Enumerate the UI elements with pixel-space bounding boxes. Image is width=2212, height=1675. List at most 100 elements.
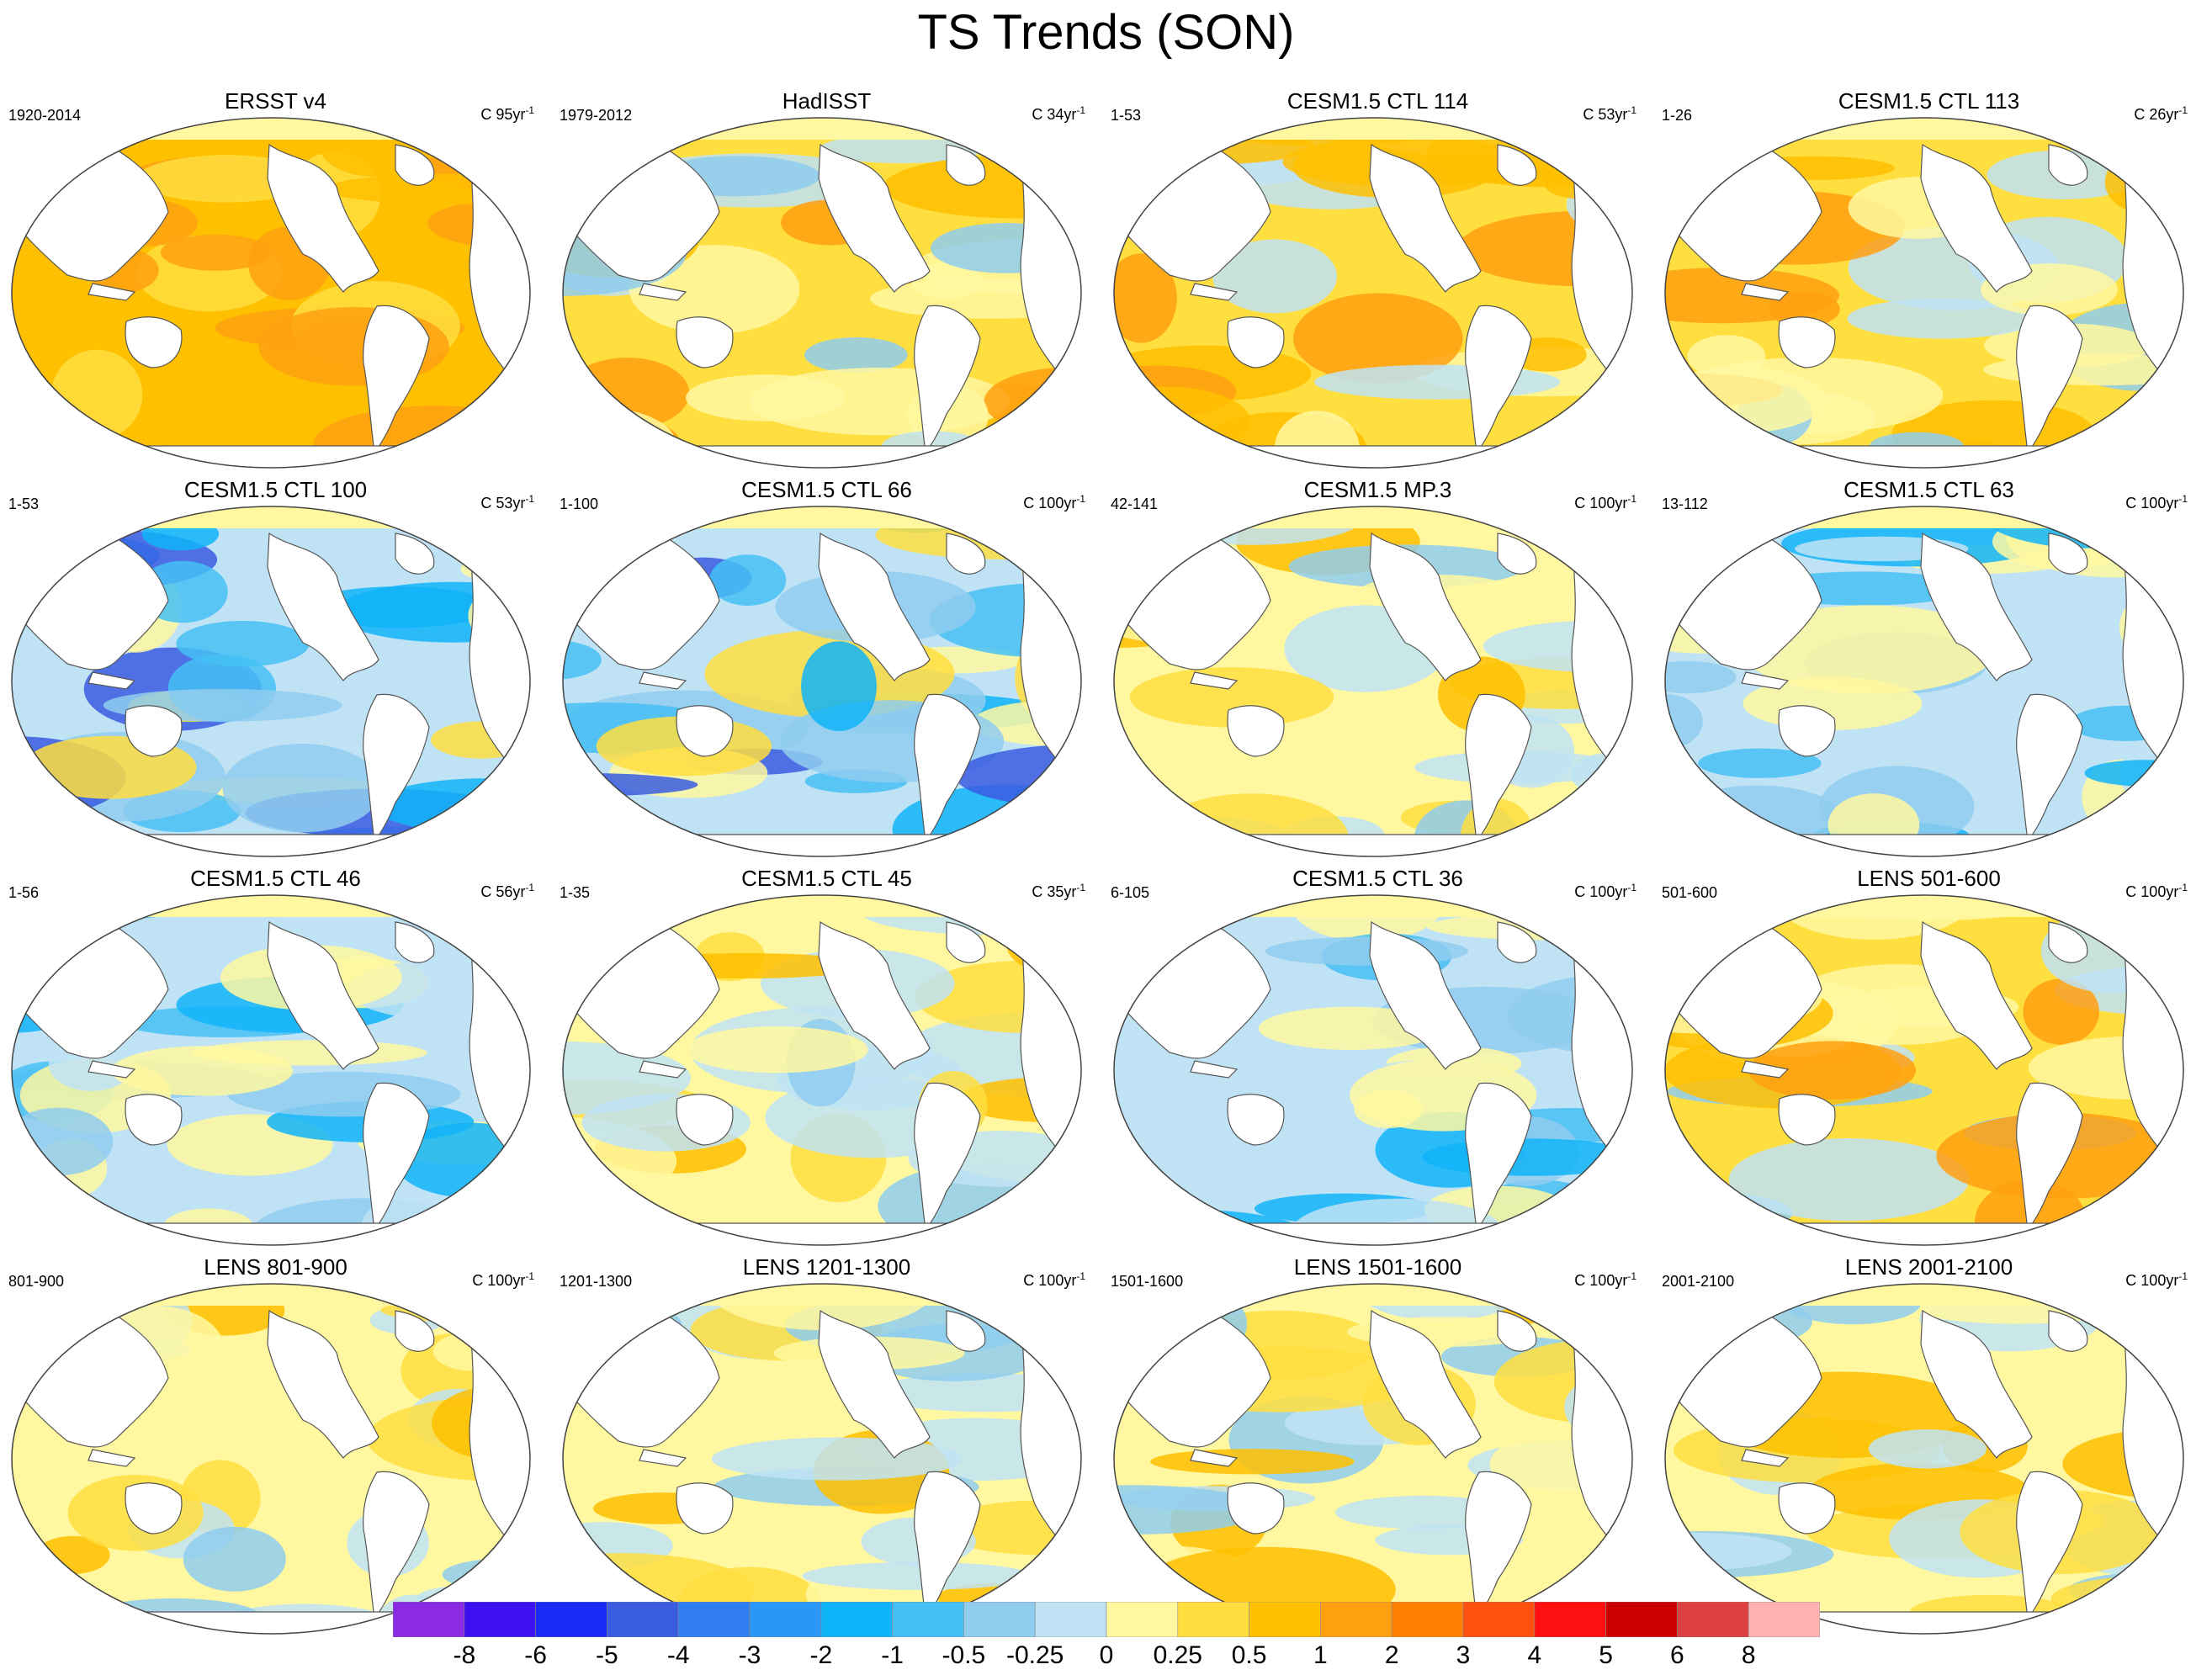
colorbar-box: [1462, 1602, 1536, 1637]
land-mass: [395, 533, 435, 575]
polar-band: [12, 1284, 530, 1306]
trend-region: [2140, 533, 2183, 591]
panel-title: HadISST: [782, 88, 872, 114]
colorbar-label: -5: [596, 1641, 618, 1669]
scale-text: C 100yr: [1023, 495, 1077, 512]
map-panel: LENS 501-600 501-600 C 100yr-1: [1653, 860, 2204, 1272]
land-mass: [267, 532, 379, 681]
panel-scale: C 56yr-1: [480, 878, 534, 901]
land-mass: [1190, 283, 1239, 301]
colorbar-box: [607, 1602, 679, 1637]
trend-region: [1129, 667, 1334, 728]
panel-scale: C 35yr-1: [1032, 878, 1085, 901]
colorbar-box: [1534, 1602, 1606, 1637]
land-mass: [1369, 920, 1482, 1070]
colorbar-labels: -8 -6 -5 -4 -3 -2 -1 -0.5 -0.25 0 0.25 0.5 1 2 3 4 5 6 8: [0, 1641, 2212, 1674]
scale-text: C 100yr: [472, 1272, 526, 1289]
land-mass: [88, 1449, 136, 1467]
map-panel: CESM1.5 CTL 66 1-100 C 100yr-1: [551, 471, 1102, 883]
map-outline: [1113, 117, 1633, 469]
colorbar-box: [1177, 1602, 1249, 1637]
scale-text: C 53yr: [480, 495, 526, 512]
trend-region: [1150, 1449, 1355, 1475]
polar-band: [563, 895, 1081, 917]
scale-text: C 100yr: [1574, 1272, 1628, 1289]
panel-title: CESM1.5 CTL 36: [1292, 866, 1463, 891]
polar-band: [1665, 506, 2183, 528]
trend-region: [975, 1284, 1081, 1321]
land-mass: [914, 1082, 981, 1231]
panel-title: ERSST v4: [225, 88, 326, 114]
scale-exponent: -1: [1076, 104, 1085, 116]
panel-scale: C 100yr-1: [2125, 878, 2188, 901]
colorbar-label: -0.5: [942, 1641, 986, 1669]
panel-period: 1-35: [560, 884, 591, 901]
map-outline: [1664, 506, 2184, 857]
land-mass: [1465, 693, 1532, 842]
land-mass: [1920, 1309, 2033, 1459]
map-panel: CESM1.5 CTL 46 1-56 C 56yr-1: [0, 860, 551, 1272]
panel-title: CESM1.5 CTL 100: [183, 477, 368, 502]
map-panel: ERSST v4 1920-2014 C 95yr-1: [0, 82, 551, 495]
trend-region: [1114, 1223, 1223, 1245]
trend-region: [12, 809, 119, 856]
land-mass: [914, 305, 981, 453]
map-panel: CESM1.5 CTL 113 1-26 C 26yr-1: [1653, 82, 2204, 495]
land-mass: [267, 143, 379, 293]
colorbar-label: 2: [1384, 1641, 1399, 1669]
colorbar-label: -0.25: [1005, 1641, 1064, 1669]
polar-band: [1665, 1284, 2183, 1306]
map-panel: LENS 1501-1600 1501-1600 C 100yr-1: [1102, 1248, 1653, 1661]
land-mass: [1114, 1222, 1632, 1245]
colorbar-box: [1391, 1602, 1464, 1637]
land-mass: [1369, 532, 1482, 681]
land-mass: [1465, 1082, 1532, 1231]
land-mass: [818, 143, 931, 293]
scale-exponent: -1: [2178, 104, 2188, 116]
panel-scale: C 100yr-1: [1574, 1267, 1636, 1290]
trend-region: [1313, 364, 1561, 400]
trend-region: [2058, 1614, 2173, 1634]
robinson-map: [11, 1283, 531, 1635]
map-panel: LENS 801-900 801-900 C 100yr-1: [0, 1248, 551, 1661]
panel-scale: C 34yr-1: [1032, 101, 1085, 124]
trend-region: [1868, 1429, 1987, 1469]
land-mass: [267, 920, 379, 1070]
land-mass: [1497, 921, 1537, 963]
panel-period: 1-53: [1111, 107, 1142, 124]
colorbar-box: [535, 1602, 607, 1637]
trend-region: [1995, 612, 2148, 683]
colorbar-box: [892, 1602, 964, 1637]
robinson-map: [1664, 894, 2184, 1246]
colorbar-label: 8: [1741, 1641, 1756, 1669]
scale-text: C 95yr: [480, 106, 526, 123]
land-mass: [1497, 144, 1537, 186]
map-outline: [1113, 894, 1633, 1246]
land-mass: [88, 283, 136, 301]
land-mass: [1227, 316, 1285, 368]
trend-region: [563, 118, 680, 161]
scale-exponent: -1: [2178, 1270, 2188, 1282]
panel-period: 13-112: [1662, 496, 1708, 512]
trend-region: [1698, 748, 1822, 778]
map-panel: CESM1.5 CTL 100 1-53 C 53yr-1: [0, 471, 551, 883]
panel-title: LENS 801-900: [204, 1254, 347, 1280]
land-mass: [2016, 693, 2083, 842]
trend-region: [1354, 1089, 1423, 1129]
map-panel: CESM1.5 CTL 114 1-53 C 53yr-1: [1102, 82, 1653, 495]
map-outline: [1664, 894, 2184, 1246]
land-mass: [2016, 1082, 2083, 1231]
robinson-map: [1664, 1283, 2184, 1635]
trend-region: [222, 744, 382, 833]
panel-title: LENS 1201-1300: [742, 1254, 911, 1280]
land-mass: [639, 1449, 687, 1467]
map-panel: CESM1.5 MP.3 42-141 C 100yr-1: [1102, 471, 1653, 883]
map-outline: [1664, 117, 2184, 469]
robinson-map: [11, 506, 531, 857]
land-mass: [676, 1482, 734, 1535]
land-mass: [395, 921, 435, 963]
robinson-map: [562, 506, 1082, 857]
panel-period: 1979-2012: [560, 107, 633, 124]
panel-scale: C 53yr-1: [1583, 101, 1636, 124]
land-mass: [1741, 1060, 1790, 1079]
